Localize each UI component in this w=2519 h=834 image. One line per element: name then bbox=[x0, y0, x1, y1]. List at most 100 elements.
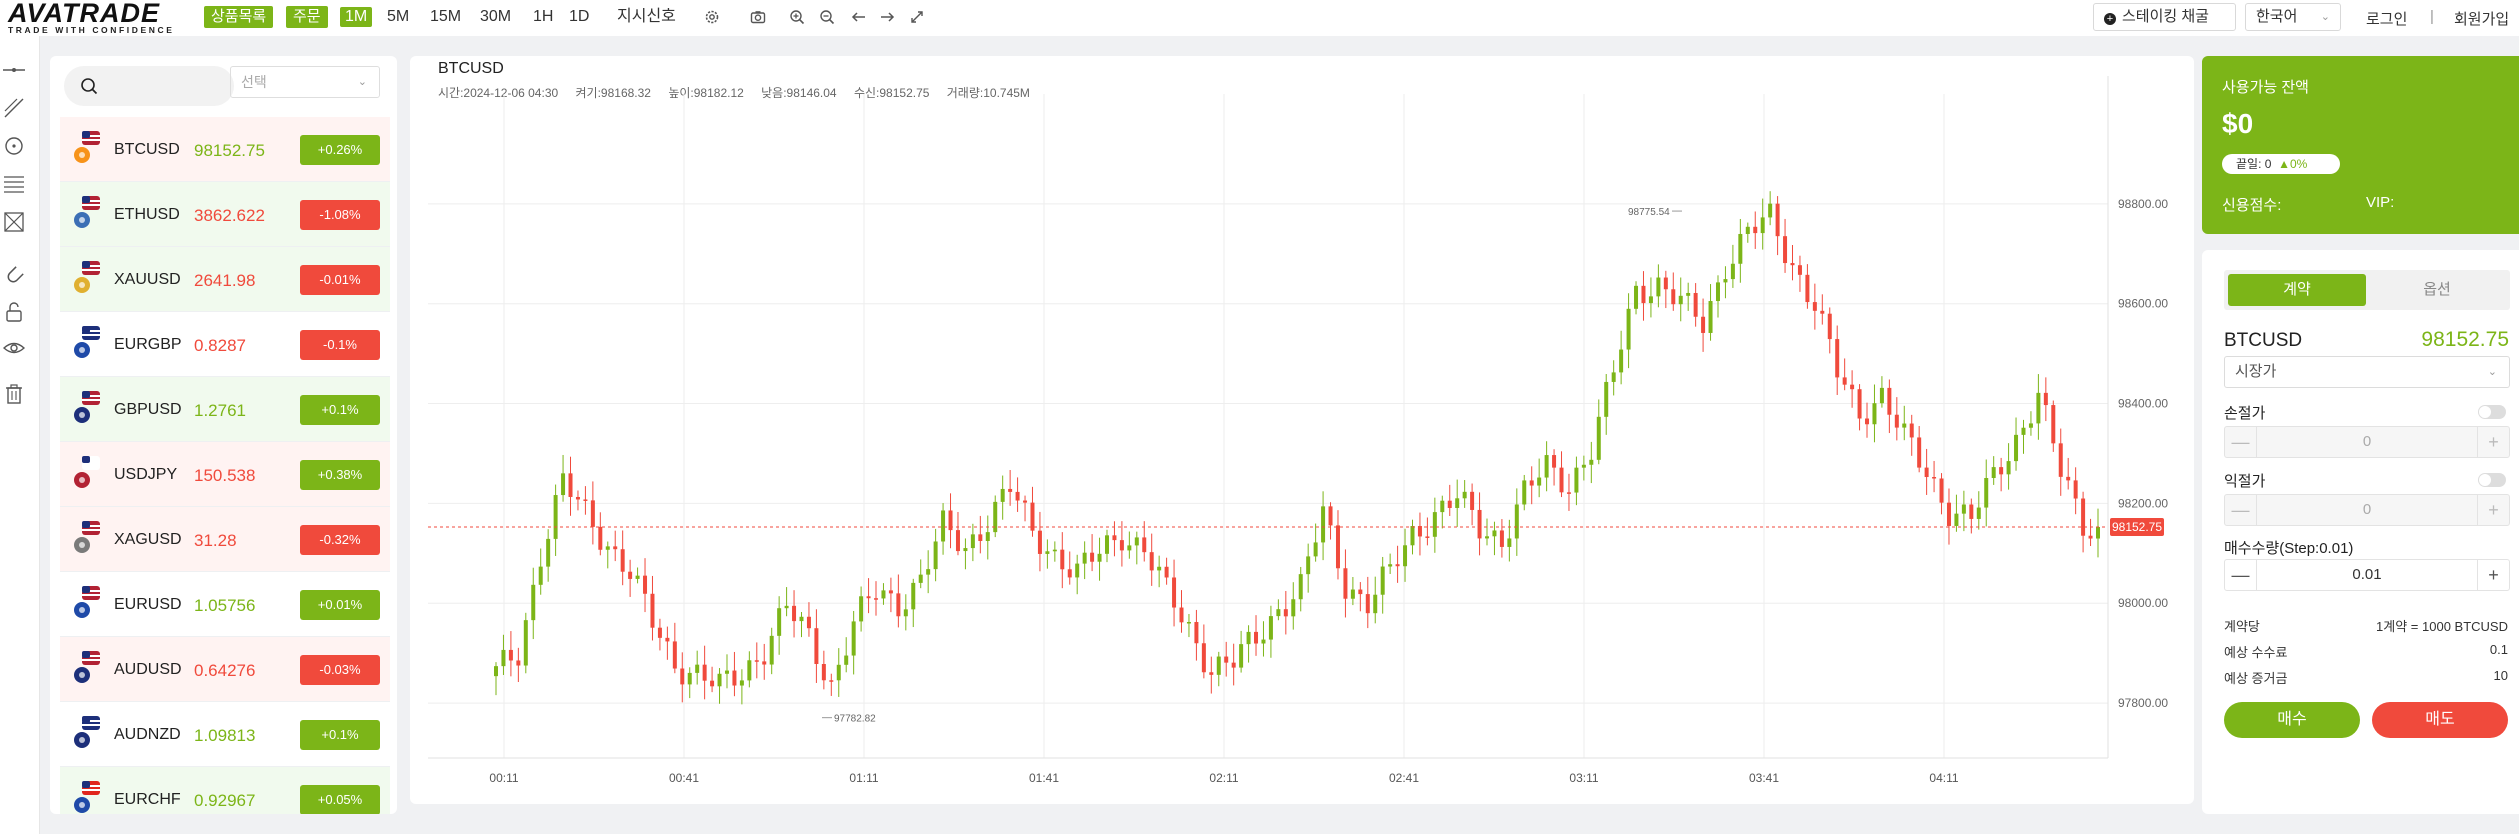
quantity-stepper[interactable]: — 0.01 + bbox=[2224, 559, 2510, 591]
horizontal-line-icon[interactable] bbox=[0, 56, 28, 84]
trash-icon[interactable] bbox=[0, 380, 28, 408]
candlestick-chart[interactable]: 97800.00 98000.00 98200.00 98400.00 98600.00… bbox=[410, 56, 2194, 804]
candle-body bbox=[985, 532, 990, 541]
lock-icon[interactable] bbox=[0, 298, 28, 326]
ohlc-high: 높이:98182.12 bbox=[668, 86, 744, 100]
quantity-value[interactable]: 0.01 bbox=[2352, 566, 2382, 583]
watchlist-row[interactable]: EURGBP 0.8287 -0.1% bbox=[60, 312, 390, 377]
x-tick-label: 01:41 bbox=[1029, 771, 1059, 785]
aus-nz-flag-icon bbox=[74, 716, 100, 748]
candle-body bbox=[792, 605, 797, 622]
indicators-button[interactable]: 지시신호 bbox=[617, 8, 676, 25]
stop-loss-stepper[interactable]: — 0 + bbox=[2224, 426, 2510, 458]
timeframe-30m[interactable]: 30M bbox=[480, 8, 512, 25]
products-button[interactable]: 상품목록 bbox=[204, 6, 274, 28]
order-type-select[interactable]: 시장가 ⌄ bbox=[2224, 356, 2510, 388]
info-row-fee: 예상 수수료 0.1 bbox=[2224, 642, 2508, 661]
candle-body bbox=[1030, 502, 1035, 531]
eye-icon[interactable] bbox=[0, 334, 28, 362]
stop-loss-value[interactable]: 0 bbox=[2362, 433, 2372, 450]
minus-button[interactable]: — bbox=[2225, 427, 2257, 457]
watchlist-row[interactable]: AUDUSD 0.64276 -0.03% bbox=[60, 637, 390, 702]
language-select[interactable]: 한국어 ⌄ bbox=[2245, 3, 2341, 31]
stop-loss-toggle[interactable] bbox=[2478, 405, 2506, 419]
login-link[interactable]: 로그인 bbox=[2366, 11, 2408, 28]
candle-body bbox=[1328, 506, 1333, 526]
circle-icon[interactable] bbox=[0, 132, 28, 160]
timeframe-5m[interactable]: 5M bbox=[387, 8, 410, 25]
camera-icon[interactable] bbox=[747, 6, 769, 28]
candle-body bbox=[695, 664, 700, 673]
candle-body bbox=[941, 510, 946, 542]
candle-body bbox=[1865, 418, 1870, 425]
take-profit-toggle[interactable] bbox=[2478, 473, 2506, 487]
candle-body bbox=[1693, 292, 1698, 317]
candle-body bbox=[1313, 542, 1318, 557]
logo[interactable]: AVATRADE TRADE WITH CONFIDENCE bbox=[8, 0, 193, 35]
sell-button[interactable]: 매도 bbox=[2372, 702, 2508, 738]
search-input[interactable] bbox=[64, 66, 234, 106]
watchlist-row[interactable]: BTCUSD 98152.75 +0.26% bbox=[60, 117, 390, 182]
zoom-out-icon[interactable] bbox=[816, 6, 838, 28]
buy-button[interactable]: 매수 bbox=[2224, 702, 2360, 738]
minus-button[interactable]: — bbox=[2225, 560, 2257, 590]
category-select[interactable]: 선택 ⌄ bbox=[230, 66, 380, 98]
fullscreen-icon[interactable] bbox=[906, 6, 928, 28]
timeframe-1m[interactable]: 1M bbox=[340, 7, 373, 27]
chevron-down-icon: ⌄ bbox=[2487, 366, 2497, 378]
current-price-tag bbox=[2110, 517, 2164, 536]
candle-body bbox=[2043, 392, 2048, 406]
watchlist-row[interactable]: EURCHF 0.92967 +0.05% bbox=[60, 767, 390, 814]
staking-button[interactable]: + 스테이킹 채굴 bbox=[2093, 3, 2236, 31]
watchlist-row[interactable]: XAUUSD 2641.98 -0.01% bbox=[60, 247, 390, 312]
order-button[interactable]: 주문 bbox=[286, 6, 328, 28]
zoom-in-icon[interactable] bbox=[786, 6, 808, 28]
fib-lines-icon[interactable] bbox=[0, 170, 28, 198]
minus-button[interactable]: — bbox=[2225, 495, 2257, 525]
candle-body bbox=[1730, 263, 1735, 280]
timeframe-1h[interactable]: 1H bbox=[533, 8, 554, 25]
watchlist-row[interactable]: USDJPY 150.538 +0.38% bbox=[60, 442, 390, 507]
candle-body bbox=[1797, 265, 1802, 275]
candle-body bbox=[1805, 274, 1810, 303]
watchlist-row[interactable]: AUDNZD 1.09813 +0.1% bbox=[60, 702, 390, 767]
candle-body bbox=[1857, 389, 1862, 419]
candle-body bbox=[1537, 477, 1542, 486]
candle-body bbox=[799, 616, 804, 622]
candle-body bbox=[1738, 233, 1743, 264]
order-symbol: BTCUSD bbox=[2224, 330, 2303, 351]
plus-button[interactable]: + bbox=[2477, 560, 2509, 590]
candle-body bbox=[1395, 564, 1400, 567]
candle-body bbox=[1581, 464, 1586, 468]
candle-body bbox=[1127, 545, 1132, 551]
watchlist-row[interactable]: XAGUSD 31.28 -0.32% bbox=[60, 507, 390, 572]
watchlist-row[interactable]: ETHUSD 3862.622 -1.08% bbox=[60, 182, 390, 247]
take-profit-value[interactable]: 0 bbox=[2362, 501, 2372, 518]
tab-option[interactable]: 옵션 bbox=[2423, 281, 2451, 298]
candle-body bbox=[494, 666, 498, 677]
candle-body bbox=[1559, 467, 1564, 493]
pattern-icon[interactable] bbox=[0, 208, 28, 236]
tab-contract[interactable]: 계약 bbox=[2228, 274, 2366, 306]
magnet-icon[interactable] bbox=[0, 262, 28, 290]
take-profit-stepper[interactable]: — 0 + bbox=[2224, 494, 2510, 526]
trend-line-icon[interactable] bbox=[0, 94, 28, 122]
plus-button[interactable]: + bbox=[2477, 427, 2509, 457]
timeframe-1d[interactable]: 1D bbox=[569, 8, 590, 25]
gear-icon[interactable] bbox=[701, 6, 723, 28]
timeframe-15m[interactable]: 15M bbox=[430, 8, 462, 25]
signup-link[interactable]: 회원가입 bbox=[2454, 11, 2510, 28]
candle-body bbox=[1410, 526, 1415, 546]
candle-body bbox=[1976, 507, 1981, 519]
candle-body bbox=[1619, 349, 1624, 373]
candle-body bbox=[978, 534, 983, 541]
row-symbol: EURGBP bbox=[114, 336, 182, 353]
arrow-right-icon[interactable] bbox=[876, 6, 898, 28]
arrow-left-icon[interactable] bbox=[848, 6, 870, 28]
candle-body bbox=[821, 664, 826, 681]
watchlist-row[interactable]: EURUSD 1.05756 +0.01% bbox=[60, 572, 390, 637]
watchlist-row[interactable]: GBPUSD 1.2761 +0.1% bbox=[60, 377, 390, 442]
candle-body bbox=[1246, 631, 1251, 645]
plus-button[interactable]: + bbox=[2477, 495, 2509, 525]
candle-body bbox=[1745, 226, 1750, 234]
